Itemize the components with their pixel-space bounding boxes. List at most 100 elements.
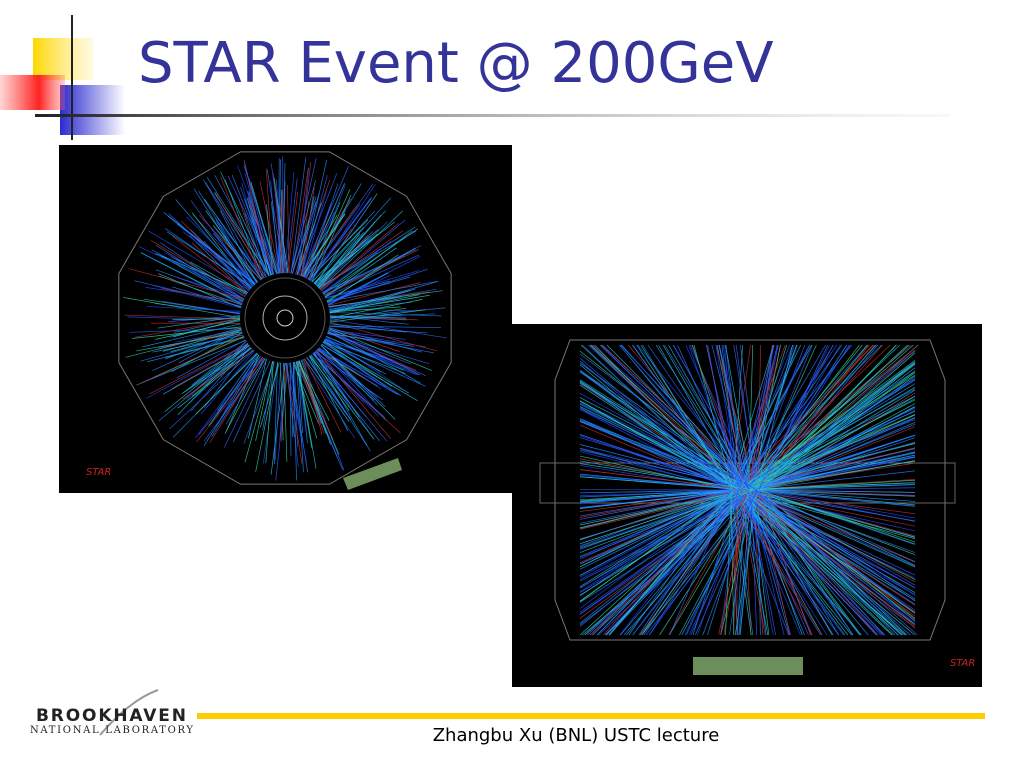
track: [720, 489, 747, 636]
track: [715, 344, 758, 491]
track: [748, 344, 754, 491]
track: [320, 344, 396, 420]
track: [329, 295, 405, 314]
track: [323, 340, 386, 375]
track: [303, 183, 345, 278]
track: [328, 290, 443, 308]
track: [321, 344, 418, 401]
track: [175, 199, 252, 289]
track: [579, 489, 761, 582]
track: [308, 184, 346, 281]
event-display-end-view: STAR: [59, 145, 512, 493]
track: [741, 454, 916, 491]
track: [303, 358, 350, 422]
track: [203, 358, 266, 442]
track: [579, 393, 758, 491]
track: [224, 179, 264, 279]
track: [605, 489, 755, 636]
track: [225, 357, 265, 425]
track: [249, 204, 277, 274]
track: [311, 184, 376, 282]
track: [740, 344, 826, 491]
logo-name: BROOKHAVEN: [36, 706, 186, 726]
track: [756, 344, 870, 491]
track: [191, 242, 248, 295]
track: [241, 182, 267, 278]
track: [738, 386, 916, 491]
track: [298, 360, 330, 421]
event-display-side-view: STAR: [512, 324, 982, 687]
track: [751, 362, 916, 491]
track: [718, 344, 745, 491]
track: [136, 340, 247, 386]
track: [579, 449, 758, 491]
track: [285, 362, 307, 463]
track: [579, 455, 734, 491]
track: [746, 489, 916, 583]
track: [290, 157, 307, 274]
track: [309, 198, 372, 281]
track: [748, 489, 776, 636]
track: [752, 367, 916, 491]
track: [324, 247, 397, 298]
track: [579, 489, 732, 541]
track: [756, 489, 907, 636]
track: [755, 489, 916, 496]
track: [311, 226, 365, 283]
emc-patch: [343, 458, 402, 490]
track: [756, 344, 850, 491]
track: [732, 395, 916, 491]
track: [190, 229, 252, 290]
track: [730, 489, 916, 595]
logo-swoosh: [99, 689, 159, 736]
track: [195, 353, 258, 415]
track: [733, 448, 916, 491]
track: [329, 307, 407, 321]
track: [579, 489, 747, 524]
track: [749, 344, 869, 491]
track: [315, 350, 380, 418]
track: [140, 332, 243, 362]
track: [173, 318, 241, 338]
track: [758, 350, 916, 491]
track: [739, 489, 916, 614]
track: [284, 171, 295, 274]
title: STAR Event @ 200GeV: [138, 31, 774, 96]
track: [295, 361, 344, 471]
track: [735, 344, 912, 491]
track: [621, 344, 751, 491]
track: [320, 223, 399, 291]
track: [283, 362, 288, 462]
track: [579, 489, 739, 609]
track: [733, 344, 790, 491]
track: [329, 301, 412, 311]
track: [181, 347, 252, 394]
track: [266, 169, 285, 274]
track: [579, 489, 754, 549]
track: [579, 473, 750, 491]
track: [147, 306, 241, 312]
track: [758, 489, 916, 543]
track: [186, 216, 255, 286]
track: [270, 362, 286, 475]
track: [328, 330, 426, 348]
track: [123, 297, 241, 318]
track: [649, 489, 754, 636]
footer-rule: [197, 713, 985, 719]
track: [203, 355, 262, 447]
track: [316, 233, 361, 287]
track: [740, 344, 788, 491]
track: [746, 484, 916, 491]
logo-subtitle: NATIONAL LABORATORY: [30, 725, 193, 736]
track: [329, 325, 441, 328]
track: [316, 350, 391, 439]
track: [305, 204, 361, 279]
track: [317, 236, 371, 288]
track: [328, 328, 432, 371]
track: [579, 476, 749, 491]
track: [686, 489, 751, 636]
track: [295, 193, 320, 275]
track: [297, 360, 339, 459]
track: [127, 316, 241, 321]
track: [327, 331, 435, 354]
